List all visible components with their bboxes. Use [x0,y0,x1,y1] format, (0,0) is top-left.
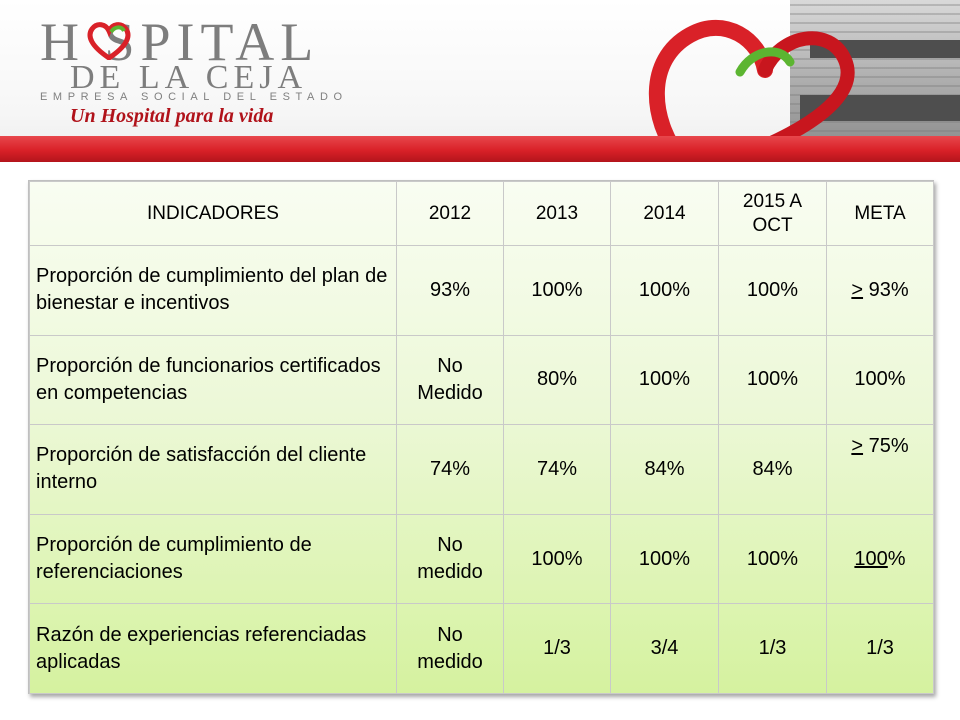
value-2014-cell: 100% [610,513,719,605]
column-header-indicadores: INDICADORES [29,181,397,246]
value-2015-cell: 1/3 [718,603,827,694]
table-header-row: INDICADORES 2012 2013 2014 2015 A OCT ME… [29,181,934,246]
logo-tagline: EMPRESA SOCIAL DEL ESTADO [40,91,348,103]
meta-value: 1/3 [866,637,894,660]
header-red-band [0,136,960,162]
table-row: Proporción de cumplimiento de referencia… [29,513,934,605]
value-2013-cell: 100% [503,245,611,336]
value-2015-cell: 100% [718,334,827,426]
header-banner: H SPITAL DE LA CEJA EMPRESA SOCIAL DEL E… [0,0,960,162]
value-2014-cell: 3/4 [610,603,719,694]
value-2012-cell: No medido [396,513,504,605]
meta-cell: > 75% [826,424,934,515]
indicators-table: INDICADORES 2012 2013 2014 2015 A OCT ME… [29,181,934,694]
column-header-2012: 2012 [396,181,504,246]
value-2013-cell: 100% [503,513,611,605]
heart-ribbon-icon [648,19,855,162]
value-2015-cell: 84% [718,424,827,515]
logo-title: H SPITAL [40,12,320,72]
meta-cell: 100% [826,513,934,605]
table-row: Proporción de funcionarios certificados … [29,334,934,426]
logo-slogan: Un Hospital para la vida [70,105,274,127]
value-2015-cell: 100% [718,245,827,336]
meta-symbol: 100 [854,547,888,570]
value-2014-cell: 84% [610,424,719,515]
value-2015-cell: 100% [718,513,827,605]
column-header-meta: META [826,181,934,246]
meta-value: % [887,547,906,570]
value-2012-cell: No medido [396,603,504,694]
column-header-2015: 2015 A OCT [718,181,827,246]
table-row: Razón de experiencias referenciadas apli… [29,603,934,694]
table-row: Proporción de cumplimiento del plan de b… [29,245,934,336]
value-2013-cell: 74% [503,424,611,515]
indicator-cell: Razón de experiencias referenciadas apli… [29,603,397,694]
meta-symbol: > [851,278,864,301]
logo-heart-icon [87,22,131,60]
value-2012-cell: No Medido [396,334,504,426]
meta-cell: 1/3 [826,603,934,694]
value-2014-cell: 100% [610,245,719,336]
logo-subtitle: DE LA CEJA [70,59,307,96]
building-photo [790,0,960,150]
value-2012-cell: 74% [396,424,504,515]
meta-value: 93% [863,278,909,301]
value-2012-cell: 93% [396,245,504,336]
indicator-cell: Proporción de funcionarios certificados … [29,334,397,426]
column-header-2014: 2014 [610,181,719,246]
value-2013-cell: 1/3 [503,603,611,694]
meta-value: 75% [863,435,909,458]
meta-cell: > 93% [826,245,934,336]
table-row: Proporción de satisfacción del cliente i… [29,424,934,515]
meta-cell: 100% [826,334,934,426]
indicators-table-panel: INDICADORES 2012 2013 2014 2015 A OCT ME… [28,180,934,694]
column-header-2013: 2013 [503,181,611,246]
indicator-cell: Proporción de cumplimiento del plan de b… [29,245,397,336]
indicator-cell: Proporción de cumplimiento de referencia… [29,513,397,605]
meta-symbol: > [851,435,864,458]
value-2013-cell: 80% [503,334,611,426]
value-2014-cell: 100% [610,334,719,426]
indicator-cell: Proporción de satisfacción del cliente i… [29,424,397,515]
meta-value: 100% [854,368,906,391]
